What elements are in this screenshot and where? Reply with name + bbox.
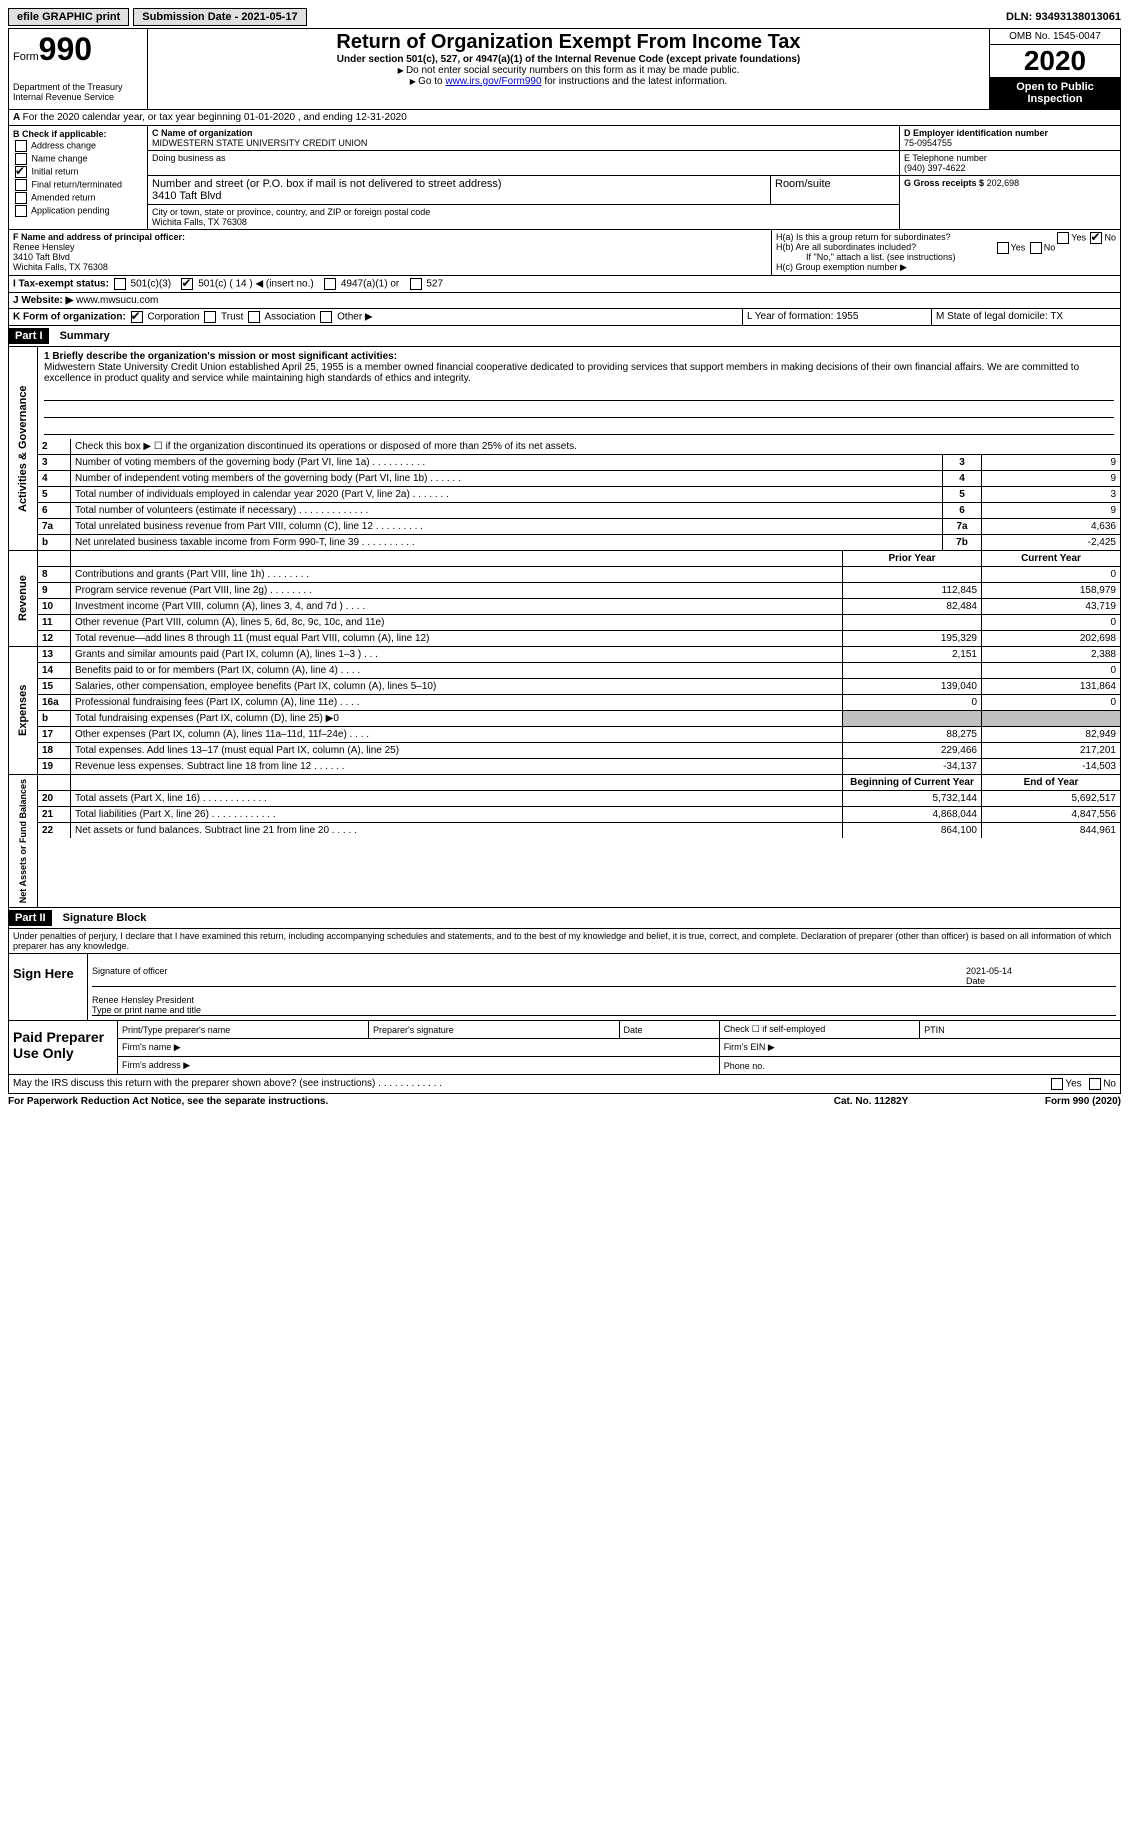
sig-name: Renee Hensley President	[92, 995, 194, 1005]
form-title: Return of Organization Exempt From Incom…	[152, 31, 985, 54]
row-k-l-m: K Form of organization: Corporation Trus…	[8, 309, 1121, 326]
side-governance: Activities & Governance	[9, 347, 38, 550]
initial-return-check[interactable]	[15, 166, 27, 178]
governance-table: 2Check this box ▶ ☐ if the organization …	[38, 439, 1120, 550]
part2-header: Part II	[9, 910, 52, 926]
part1-title: Summary	[52, 330, 110, 342]
note-link: Go to www.irs.gov/Form990 for instructio…	[152, 76, 985, 87]
side-netassets: Net Assets or Fund Balances	[9, 775, 38, 907]
4947-check[interactable]	[324, 278, 336, 290]
side-expenses: Expenses	[9, 647, 38, 774]
inspection-badge: Open to Public Inspection	[990, 77, 1120, 109]
note-ssn: Do not enter social security numbers on …	[152, 65, 985, 76]
expenses-table: 13Grants and similar amounts paid (Part …	[38, 647, 1120, 774]
org-street: 3410 Taft Blvd	[152, 190, 766, 202]
perjury-text: Under penalties of perjury, I declare th…	[8, 929, 1121, 954]
top-bar: efile GRAPHIC print Submission Date - 20…	[8, 8, 1121, 26]
year-formation: L Year of formation: 1955	[742, 309, 931, 325]
row-f-h: F Name and address of principal officer:…	[8, 230, 1121, 276]
side-revenue: Revenue	[9, 551, 38, 646]
row-a: A For the 2020 calendar year, or tax yea…	[8, 110, 1121, 126]
row-i: I Tax-exempt status: 501(c)(3) 501(c) ( …	[8, 276, 1121, 293]
cat-no: Cat. No. 11282Y	[771, 1096, 971, 1107]
org-name: MIDWESTERN STATE UNIVERSITY CREDIT UNION	[152, 138, 895, 148]
form-header: Form990 Department of the Treasury Inter…	[8, 28, 1121, 110]
final-return-check[interactable]	[15, 179, 27, 191]
discuss-yes[interactable]	[1051, 1078, 1063, 1090]
officer-name: Renee Hensley	[13, 242, 767, 252]
tax-year: 2020	[990, 45, 1120, 77]
sig-officer-label: Signature of officer	[92, 966, 966, 986]
netassets-section: Net Assets or Fund Balances Beginning of…	[8, 775, 1121, 908]
efile-btn[interactable]: efile GRAPHIC print	[8, 8, 129, 26]
gross-receipts: 202,698	[987, 178, 1020, 188]
527-check[interactable]	[410, 278, 422, 290]
col-d-info: D Employer identification number 75-0954…	[899, 126, 1120, 229]
assoc-check[interactable]	[248, 311, 260, 323]
501c-check[interactable]	[181, 278, 193, 290]
state-domicile: M State of legal domicile: TX	[931, 309, 1120, 325]
corp-check[interactable]	[131, 311, 143, 323]
form-subtitle: Under section 501(c), 527, or 4947(a)(1)…	[152, 54, 985, 65]
501c3-check[interactable]	[114, 278, 126, 290]
ha-no[interactable]	[1090, 232, 1102, 244]
hb-no[interactable]	[1030, 242, 1042, 254]
submission-btn[interactable]: Submission Date - 2021-05-17	[133, 8, 306, 26]
website-value: www.mwsucu.com	[76, 295, 158, 306]
dept-text: Department of the Treasury Internal Reve…	[13, 82, 143, 102]
netassets-table: Beginning of Current YearEnd of Year20To…	[38, 775, 1120, 838]
app-pending-check[interactable]	[15, 205, 27, 217]
revenue-table: Prior YearCurrent Year8Contributions and…	[38, 551, 1120, 646]
trust-check[interactable]	[204, 311, 216, 323]
revenue-section: Revenue Prior YearCurrent Year8Contribut…	[8, 551, 1121, 647]
other-check[interactable]	[320, 311, 332, 323]
addr-change-check[interactable]	[15, 140, 27, 152]
expenses-section: Expenses 13Grants and similar amounts pa…	[8, 647, 1121, 775]
preparer-block: Paid Preparer Use Only Print/Type prepar…	[8, 1021, 1121, 1075]
irs-link[interactable]: www.irs.gov/Form990	[445, 76, 541, 87]
row-j: J Website: ▶ www.mwsucu.com	[8, 293, 1121, 309]
mission-text: Midwestern State University Credit Union…	[44, 362, 1114, 384]
dln-text: DLN: 93493138013061	[1006, 11, 1121, 23]
sign-here-label: Sign Here	[9, 954, 88, 1020]
ein-value: 75-0954755	[904, 138, 1116, 148]
sig-date: 2021-05-14	[966, 966, 1012, 976]
omb-number: OMB No. 1545-0047	[990, 29, 1120, 45]
ha-yes[interactable]	[1057, 232, 1069, 244]
phone-value: (940) 397-4622	[904, 163, 1116, 173]
sign-block: Sign Here Signature of officer 2021-05-1…	[8, 954, 1121, 1021]
discuss-no[interactable]	[1089, 1078, 1101, 1090]
amended-check[interactable]	[15, 192, 27, 204]
info-grid: B Check if applicable: Address change Na…	[8, 126, 1121, 230]
form-ref: Form 990 (2020)	[971, 1096, 1121, 1107]
footer: For Paperwork Reduction Act Notice, see …	[8, 1094, 1121, 1107]
part1-header: Part I	[9, 328, 49, 344]
part2-title: Signature Block	[55, 912, 147, 924]
col-c-org: C Name of organization MIDWESTERN STATE …	[148, 126, 899, 229]
hb-yes[interactable]	[997, 242, 1009, 254]
form-number: Form990	[13, 31, 143, 68]
paperwork-notice: For Paperwork Reduction Act Notice, see …	[8, 1096, 771, 1107]
org-city: Wichita Falls, TX 76308	[152, 217, 895, 227]
col-b-checkboxes: B Check if applicable: Address change Na…	[9, 126, 148, 229]
discuss-row: May the IRS discuss this return with the…	[8, 1075, 1121, 1094]
preparer-label: Paid Preparer Use Only	[9, 1021, 118, 1074]
governance-section: Activities & Governance 1 Briefly descri…	[8, 347, 1121, 551]
